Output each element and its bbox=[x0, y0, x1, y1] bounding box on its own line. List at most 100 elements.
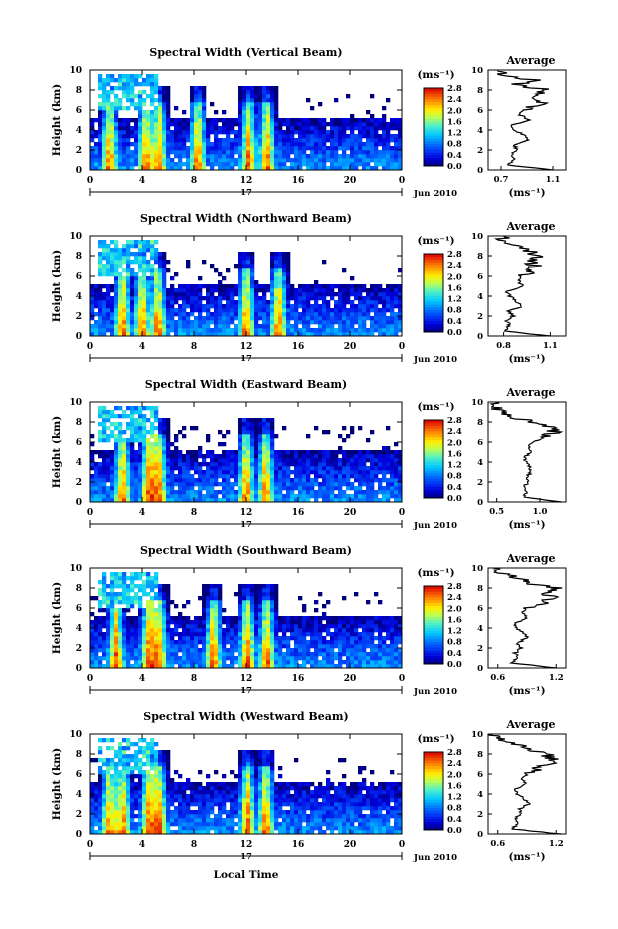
heatmap-cell bbox=[306, 296, 311, 301]
heatmap-cell bbox=[162, 636, 167, 641]
heatmap-cell bbox=[250, 656, 255, 661]
heatmap-cell bbox=[390, 462, 395, 467]
heatmap-cell bbox=[106, 102, 111, 107]
heatmap-cell bbox=[250, 474, 255, 479]
heatmap-cell bbox=[242, 308, 247, 313]
heatmap-cell bbox=[282, 652, 287, 657]
heatmap-cell bbox=[230, 296, 235, 301]
heatmap-cell bbox=[270, 166, 275, 171]
heatmap-cell bbox=[210, 636, 215, 641]
heatmap-cell bbox=[210, 150, 215, 155]
heatmap-cell bbox=[282, 272, 287, 277]
heatmap-cell bbox=[218, 328, 223, 333]
heatmap-cell bbox=[90, 660, 95, 665]
heatmap-cell bbox=[374, 296, 379, 301]
heatmap-cell bbox=[242, 134, 247, 139]
heatmap-cell bbox=[154, 628, 159, 633]
heatmap-cell bbox=[218, 466, 223, 471]
heatmap-cell bbox=[154, 296, 159, 301]
colorbar-swatch bbox=[424, 450, 443, 454]
heatmap-cell bbox=[142, 142, 147, 147]
heatmap-cell bbox=[346, 134, 351, 139]
heatmap-cell bbox=[106, 166, 111, 171]
heatmap-cell bbox=[126, 466, 131, 471]
heatmap-cell bbox=[114, 300, 119, 305]
heatmap-cell bbox=[94, 166, 99, 171]
heatmap-cell bbox=[134, 406, 139, 411]
heatmap-cell bbox=[126, 446, 131, 451]
heatmap-cell bbox=[330, 308, 335, 313]
heatmap-cell bbox=[178, 296, 183, 301]
heatmap-cell bbox=[226, 458, 231, 463]
heatmap-cell bbox=[186, 636, 191, 641]
heatmap-cell bbox=[174, 478, 179, 483]
heatmap-cell bbox=[262, 86, 267, 91]
heatmap-cell bbox=[210, 304, 215, 309]
heatmap-cell bbox=[130, 576, 135, 581]
heatmap-cell bbox=[106, 498, 111, 503]
heatmap-cell bbox=[166, 620, 171, 625]
heatmap-cell bbox=[338, 462, 343, 467]
heatmap-cell bbox=[198, 146, 203, 151]
heatmap-cell bbox=[122, 612, 127, 617]
heatmap-cell bbox=[306, 328, 311, 333]
heatmap-cell bbox=[222, 122, 227, 127]
heatmap-cell bbox=[158, 636, 163, 641]
heatmap-cell bbox=[130, 426, 135, 431]
heatmap-cell bbox=[94, 648, 99, 653]
heatmap-cell bbox=[286, 332, 291, 337]
heatmap-cell bbox=[326, 166, 331, 171]
heatmap-cell bbox=[322, 146, 327, 151]
heatmap-cell bbox=[198, 636, 203, 641]
heatmap-cell bbox=[126, 422, 131, 427]
heatmap-cell bbox=[242, 438, 247, 443]
heatmap-cell bbox=[338, 122, 343, 127]
heatmap-cell bbox=[318, 138, 323, 143]
heatmap-cell bbox=[238, 134, 243, 139]
heatmap-cell bbox=[138, 644, 143, 649]
heatmap-cell bbox=[238, 422, 243, 427]
heatmap-cell bbox=[258, 102, 263, 107]
heatmap-cell bbox=[394, 158, 399, 163]
heatmap-cell bbox=[254, 426, 259, 431]
heatmap-cell bbox=[98, 94, 103, 99]
heatmap-cell bbox=[310, 640, 315, 645]
heatmap-cell bbox=[98, 150, 103, 155]
heatmap-cell bbox=[226, 332, 231, 337]
heatmap-cell bbox=[118, 584, 123, 589]
heatmap-cell bbox=[146, 268, 151, 273]
heatmap-cell bbox=[114, 632, 119, 637]
heatmap-cell bbox=[242, 328, 247, 333]
heatmap-cell bbox=[98, 328, 103, 333]
heatmap-cell bbox=[398, 154, 403, 159]
heatmap-cell bbox=[206, 296, 211, 301]
heatmap-cell bbox=[246, 438, 251, 443]
heatmap-cell bbox=[390, 138, 395, 143]
heatmap-cell bbox=[214, 284, 219, 289]
heatmap-cell bbox=[198, 332, 203, 337]
heatmap-cell bbox=[114, 264, 119, 269]
heatmap-cell bbox=[306, 482, 311, 487]
heatmap-cell bbox=[266, 490, 271, 495]
heatmap-cell bbox=[222, 320, 227, 325]
heatmap-cell bbox=[334, 462, 339, 467]
avg-x-tick-label: 1.1 bbox=[546, 175, 561, 185]
heatmap-cell bbox=[122, 620, 127, 625]
heatmap-cell bbox=[310, 652, 315, 657]
heatmap-cell bbox=[386, 296, 391, 301]
colorbar-swatch bbox=[424, 433, 443, 438]
heatmap-cell bbox=[314, 316, 319, 321]
heatmap-cell bbox=[242, 470, 247, 475]
heatmap-cell bbox=[110, 482, 115, 487]
heatmap-cell bbox=[146, 470, 151, 475]
heatmap-cell bbox=[146, 644, 151, 649]
colorbar-swatch bbox=[424, 489, 443, 493]
heatmap-cell bbox=[186, 652, 191, 657]
heatmap-cell bbox=[350, 284, 355, 289]
heatmap-cell bbox=[246, 660, 251, 665]
heatmap-cell bbox=[222, 146, 227, 151]
heatmap-cell bbox=[178, 126, 183, 131]
heatmap-cell bbox=[158, 588, 163, 593]
heatmap-cell bbox=[230, 454, 235, 459]
heatmap-cell bbox=[242, 284, 247, 289]
